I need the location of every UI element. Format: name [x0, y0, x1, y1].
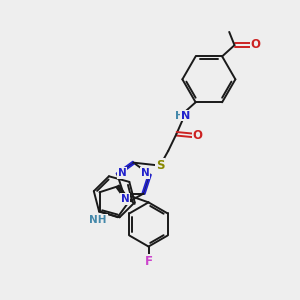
Text: O: O — [251, 38, 261, 51]
Text: N: N — [118, 168, 126, 178]
Text: S: S — [156, 159, 164, 172]
Text: N: N — [121, 194, 129, 204]
Text: F: F — [145, 255, 152, 268]
Text: N: N — [141, 168, 149, 178]
Text: N: N — [181, 110, 190, 121]
Text: H: H — [175, 110, 184, 121]
Text: NH: NH — [89, 214, 107, 224]
Text: O: O — [193, 129, 203, 142]
